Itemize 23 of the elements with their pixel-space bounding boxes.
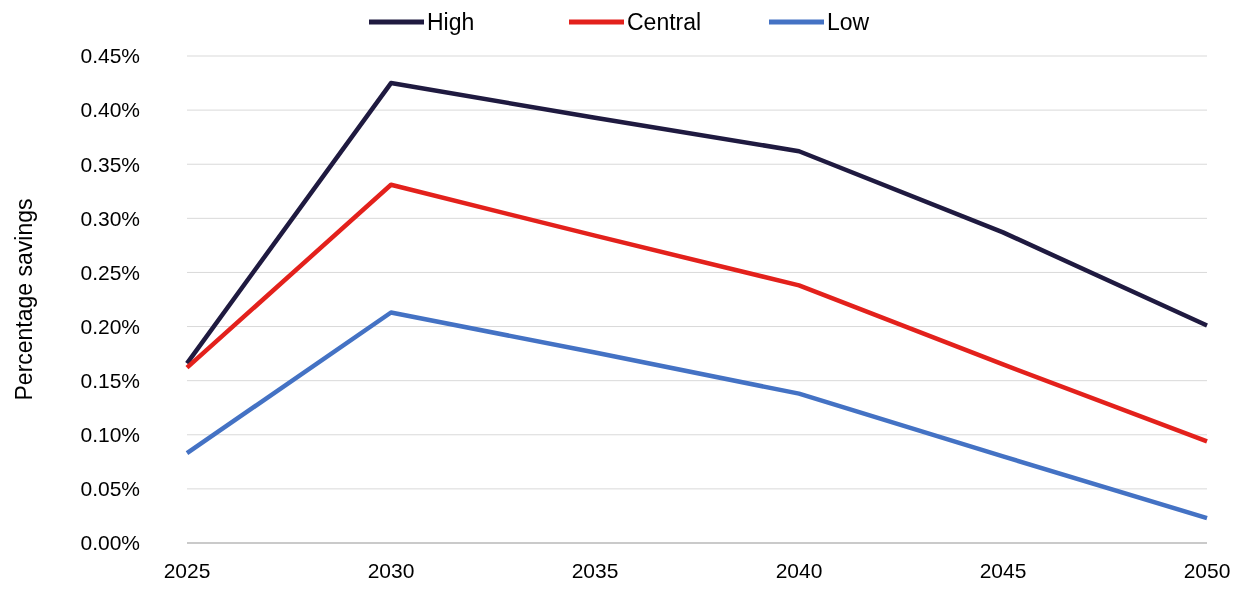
y-tick-label: 0.35%: [80, 152, 140, 176]
line-series: [184, 182, 1210, 444]
y-tick-label: 0.25%: [80, 260, 140, 284]
x-tick-label: 2045: [979, 559, 1027, 582]
x-tick-label: 2025: [163, 559, 211, 582]
y-tick-label: 0.30%: [80, 206, 140, 230]
y-tick-label: 0.05%: [80, 477, 140, 501]
legend-label: High: [427, 9, 475, 36]
x-tick-label: 2040: [775, 559, 823, 582]
y-tick-label: 0.40%: [80, 98, 140, 122]
line-series: [184, 80, 1210, 366]
y-tick-label: 0.00%: [80, 531, 140, 555]
y-tick-label: 0.15%: [80, 369, 140, 393]
y-tick-label: 0.20%: [80, 314, 140, 338]
legend-label: Central: [627, 9, 702, 36]
legend-label: Low: [827, 9, 870, 36]
y-axis-title: Percentage savings: [11, 198, 37, 401]
y-tick-label: 0.45%: [80, 44, 140, 68]
x-tick-label: 2030: [367, 559, 415, 582]
x-tick-label: 2035: [571, 559, 619, 582]
x-tick-label: 2050: [1183, 559, 1231, 582]
line-series: [184, 310, 1210, 521]
y-tick-label: 0.10%: [80, 423, 140, 447]
